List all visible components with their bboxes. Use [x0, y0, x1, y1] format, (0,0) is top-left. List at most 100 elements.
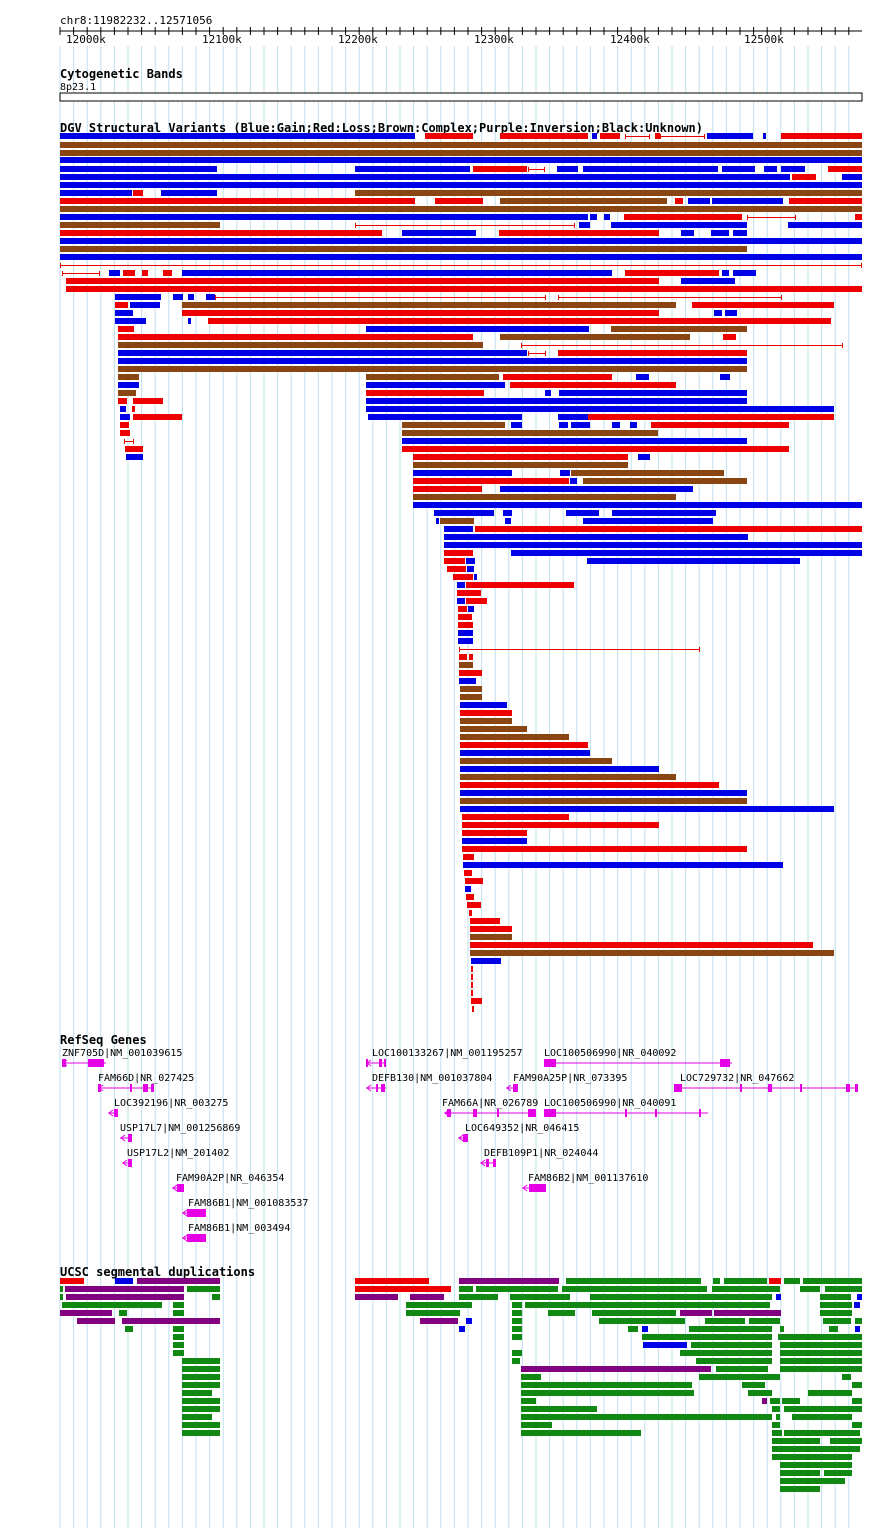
variant-bar[interactable]: [681, 278, 735, 284]
variant-bar[interactable]: [499, 230, 659, 236]
gene-label[interactable]: LOC100506990|NR_040091: [544, 1098, 676, 1109]
segdup-bar[interactable]: [792, 1414, 852, 1420]
segdup-bar[interactable]: [512, 1310, 522, 1316]
variant-bar[interactable]: [60, 246, 747, 252]
variant-bar[interactable]: [503, 510, 512, 516]
gene-label[interactable]: FAM66A|NR_026789: [442, 1098, 538, 1109]
variant-bar[interactable]: [462, 846, 747, 852]
variant-bar[interactable]: [126, 454, 143, 460]
segdup-bar[interactable]: [780, 1366, 862, 1372]
variant-bar[interactable]: [120, 406, 126, 412]
gene-exon[interactable]: [846, 1084, 850, 1092]
segdup-bar[interactable]: [119, 1310, 127, 1316]
variant-bar[interactable]: [604, 214, 610, 220]
segdup-bar[interactable]: [784, 1278, 800, 1284]
variant-bar[interactable]: [60, 182, 862, 188]
variant-bar[interactable]: [444, 558, 465, 564]
segdup-bar[interactable]: [780, 1326, 784, 1332]
segdup-bar[interactable]: [173, 1302, 184, 1308]
segdup-bar[interactable]: [566, 1278, 701, 1284]
segdup-bar[interactable]: [459, 1286, 473, 1292]
segdup-bar[interactable]: [125, 1326, 133, 1332]
variant-bar[interactable]: [402, 430, 658, 436]
variant-bar[interactable]: [118, 366, 747, 372]
variant-bar[interactable]: [712, 198, 783, 204]
segdup-bar[interactable]: [780, 1342, 862, 1348]
segdup-bar[interactable]: [459, 1278, 559, 1284]
segdup-bar[interactable]: [521, 1382, 692, 1388]
variant-bar[interactable]: [625, 270, 719, 276]
variant-bar[interactable]: [366, 390, 484, 396]
variant-bar[interactable]: [720, 374, 730, 380]
cytoband-ideogram[interactable]: [59, 92, 863, 102]
variant-bar[interactable]: [465, 878, 483, 884]
segdup-bar[interactable]: [680, 1350, 772, 1356]
segdup-bar[interactable]: [173, 1334, 184, 1340]
segdup-bar[interactable]: [784, 1406, 862, 1412]
variant-bar[interactable]: [133, 190, 143, 196]
segdup-bar[interactable]: [521, 1422, 552, 1428]
variant-bar[interactable]: [161, 190, 217, 196]
segdup-bar[interactable]: [512, 1358, 520, 1364]
segdup-bar[interactable]: [406, 1310, 460, 1316]
variant-bar[interactable]: [471, 974, 473, 980]
variant-bar[interactable]: [463, 854, 474, 860]
variant-bar[interactable]: [413, 494, 676, 500]
variant-bar[interactable]: [366, 406, 834, 412]
gene-label[interactable]: LOC392196|NR_003275: [114, 1098, 228, 1109]
variant-bar[interactable]: [402, 446, 789, 452]
variant-bar[interactable]: [688, 198, 710, 204]
variant-bar[interactable]: [118, 390, 136, 396]
segdup-bar[interactable]: [742, 1382, 765, 1388]
variant-bar[interactable]: [566, 510, 599, 516]
variant-bar[interactable]: [436, 518, 439, 524]
segdup-bar[interactable]: [748, 1390, 772, 1396]
variant-bar[interactable]: [636, 374, 649, 380]
segdup-bar[interactable]: [66, 1294, 184, 1300]
segdup-bar[interactable]: [772, 1430, 782, 1436]
variant-bar[interactable]: [471, 958, 501, 964]
segdup-bar[interactable]: [410, 1294, 444, 1300]
variant-bar[interactable]: [460, 718, 512, 724]
variant-bar[interactable]: [130, 302, 160, 308]
segdup-bar[interactable]: [784, 1430, 860, 1436]
segdup-bar[interactable]: [820, 1302, 852, 1308]
variant-bar[interactable]: [714, 510, 716, 516]
gene-exon[interactable]: [486, 1159, 489, 1167]
variant-bar[interactable]: [638, 454, 650, 460]
gene-exon[interactable]: [768, 1084, 770, 1092]
variant-bar[interactable]: [624, 214, 742, 220]
variant-bar[interactable]: [588, 414, 834, 420]
segdup-bar[interactable]: [182, 1382, 220, 1388]
segdup-bar[interactable]: [525, 1302, 770, 1308]
gene-label[interactable]: LOC649352|NR_046415: [465, 1123, 579, 1134]
gene-exon[interactable]: [655, 1109, 657, 1117]
segdup-bar[interactable]: [825, 1286, 862, 1292]
segdup-bar[interactable]: [780, 1358, 862, 1364]
segdup-bar[interactable]: [173, 1326, 184, 1332]
variant-bar[interactable]: [60, 150, 862, 156]
variant-bar[interactable]: [182, 302, 676, 308]
segdup-bar[interactable]: [599, 1318, 685, 1324]
variant-bar[interactable]: [459, 654, 467, 660]
variant-bar[interactable]: [460, 750, 590, 756]
variant-bar[interactable]: [571, 422, 590, 428]
variant-bar[interactable]: [458, 606, 467, 612]
gene-label[interactable]: DEFB130|NM_001037804: [372, 1073, 492, 1084]
segdup-bar[interactable]: [562, 1286, 707, 1292]
variant-bar[interactable]: [425, 133, 473, 139]
gene-exon[interactable]: [674, 1084, 682, 1092]
segdup-bar[interactable]: [780, 1350, 862, 1356]
variant-bar[interactable]: [60, 198, 415, 204]
segdup-bar[interactable]: [521, 1430, 641, 1436]
variant-bar[interactable]: [466, 558, 475, 564]
segdup-bar[interactable]: [512, 1326, 522, 1332]
variant-bar[interactable]: [460, 766, 659, 772]
segdup-bar[interactable]: [769, 1278, 781, 1284]
variant-bar[interactable]: [60, 142, 862, 148]
variant-bar[interactable]: [402, 422, 505, 428]
variant-bar[interactable]: [469, 654, 473, 660]
segdup-bar[interactable]: [355, 1294, 398, 1300]
segdup-bar[interactable]: [512, 1350, 522, 1356]
variant-bar[interactable]: [460, 694, 482, 700]
